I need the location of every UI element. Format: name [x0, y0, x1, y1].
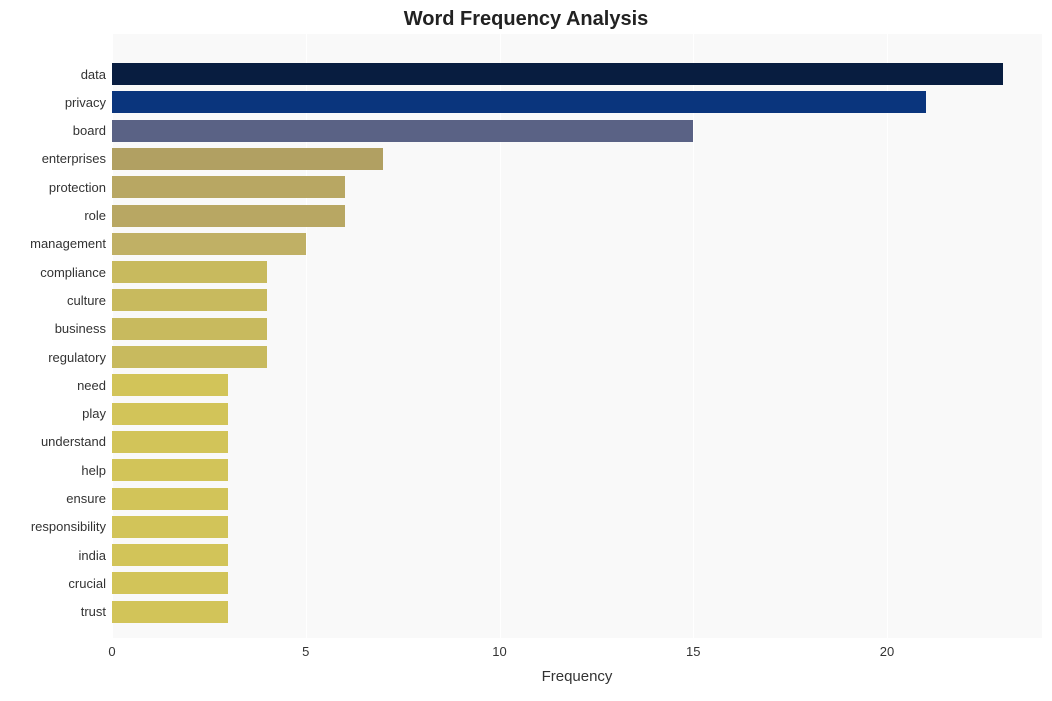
bar	[112, 91, 926, 113]
bar	[112, 63, 1003, 85]
y-category-label: data	[81, 67, 106, 82]
bar	[112, 374, 228, 396]
y-category-label: management	[30, 236, 106, 251]
bar	[112, 233, 306, 255]
bar	[112, 205, 345, 227]
bar	[112, 346, 267, 368]
y-category-label: board	[73, 123, 106, 138]
x-tick-label: 10	[492, 644, 506, 659]
y-category-label: privacy	[65, 95, 106, 110]
bar	[112, 318, 267, 340]
bar	[112, 516, 228, 538]
x-tick-label: 5	[302, 644, 309, 659]
bar	[112, 544, 228, 566]
y-category-label: compliance	[40, 265, 106, 280]
bar	[112, 120, 693, 142]
y-category-label: regulatory	[48, 350, 106, 365]
bar	[112, 403, 228, 425]
chart-title: Word Frequency Analysis	[0, 8, 1052, 31]
y-category-label: trust	[81, 604, 106, 619]
bar	[112, 572, 228, 594]
y-category-label: play	[82, 406, 106, 421]
y-category-label: role	[84, 208, 106, 223]
y-category-label: culture	[67, 293, 106, 308]
bar	[112, 431, 228, 453]
bar	[112, 488, 228, 510]
y-category-label: responsibility	[31, 519, 106, 534]
chart-container: Word Frequency Analysis Frequency 0 5 10 15…	[0, 0, 1052, 701]
grid-line	[887, 34, 888, 638]
plot-area	[112, 34, 1042, 638]
bar	[112, 601, 228, 623]
y-category-label: ensure	[66, 491, 106, 506]
y-category-label: help	[81, 463, 106, 478]
bar	[112, 148, 383, 170]
x-tick-label: 15	[686, 644, 700, 659]
bar	[112, 289, 267, 311]
x-axis-label: Frequency	[112, 668, 1042, 685]
bar	[112, 261, 267, 283]
bar	[112, 176, 345, 198]
y-category-label: need	[77, 378, 106, 393]
y-category-label: business	[55, 321, 106, 336]
x-tick-label: 20	[880, 644, 894, 659]
y-category-label: enterprises	[42, 151, 106, 166]
grid-line	[693, 34, 694, 638]
y-category-label: india	[79, 548, 106, 563]
x-tick-label: 0	[108, 644, 115, 659]
y-category-label: crucial	[68, 576, 106, 591]
bar	[112, 459, 228, 481]
y-category-label: protection	[49, 180, 106, 195]
y-category-label: understand	[41, 434, 106, 449]
